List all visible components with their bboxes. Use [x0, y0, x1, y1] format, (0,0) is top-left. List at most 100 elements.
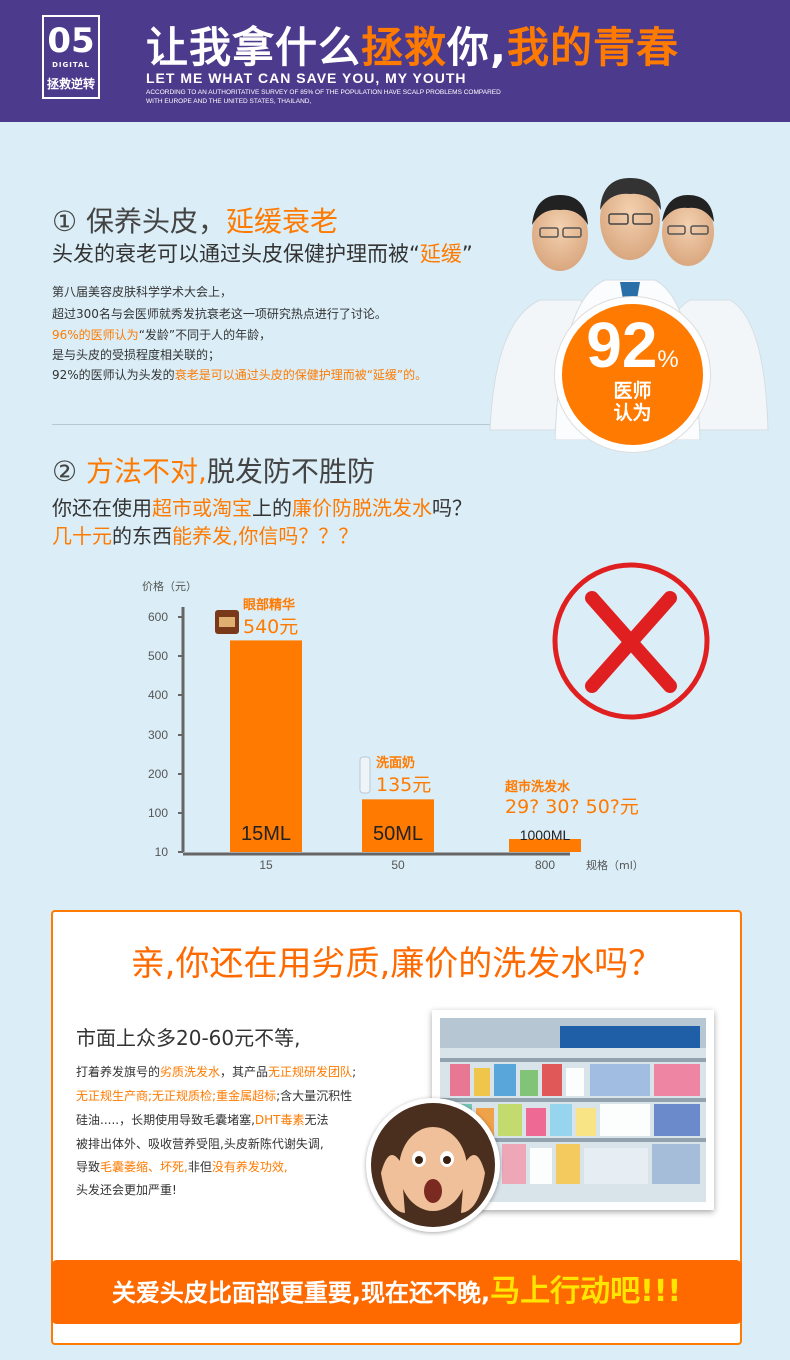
panel-l2a: 无正规生产商;无正规质检;重金属超标 [76, 1089, 277, 1103]
section2-l1c: 上的 [252, 496, 292, 520]
section1-subtitle: 头发的衰老可以通过头皮保健护理而被“延缓” [52, 238, 473, 268]
panel-line-5: 导致毛囊萎缩、坏死,非但没有养发功效, [76, 1158, 288, 1175]
section2-title-b: 方法不对, [86, 455, 207, 488]
panel-l5c: 非但 [187, 1160, 212, 1174]
chart-x-tick-label: 15 [259, 858, 273, 872]
section1-sub-b: 延缓 [419, 242, 462, 266]
section1-sub-c: ” [461, 242, 473, 266]
section1-para-5a: 92%的医师认为头发的 [52, 368, 175, 382]
section2-line-2: 几十元的东西能养发,你信吗？？？ [52, 520, 358, 549]
panel-desc: 市面上众多20-60元不等, [76, 1026, 301, 1050]
chart-x-tick-label: 50 [391, 858, 405, 872]
panel-line-1: 打着养发旗号的劣质洗发水，其产品无正规研发团队; [76, 1063, 356, 1080]
section2-l2a: 几十元 [52, 524, 112, 548]
section1-para-1: 第八届美容皮肤科学学术大会上， [52, 285, 233, 299]
panel-line-6: 头发还会更加严重! [76, 1183, 177, 1197]
panel-l5d: 没有养发功效, [211, 1160, 288, 1174]
section2-title-a: ② [52, 455, 87, 488]
chart-bar [509, 839, 581, 852]
chart-y-tick-label: 200 [148, 767, 168, 781]
section1-para-5b: 衰老是可以通过头皮的保健护理而被“延缓”的。 [174, 368, 428, 382]
panel-l2b: ;含大量沉积性 [276, 1089, 353, 1103]
panel-l3b: DHT毒素 [254, 1113, 305, 1127]
panel-l5b: 毛囊萎缩、坏死, [100, 1160, 188, 1174]
section2-l1d: 廉价防脱洗发水 [292, 496, 432, 520]
stat-label-1: 医师 [613, 380, 652, 402]
section1-para-3: 96%的医师认为“发龄”不同于人的年龄， [52, 326, 271, 343]
section1-para-3b: “发龄”不同于人的年龄， [138, 328, 272, 342]
panel-l5a: 导致 [76, 1160, 101, 1174]
chart-bar [362, 799, 434, 852]
section1-para-5: 92%的医师认为头发的衰老是可以通过头皮的保健护理而被“延缓”的。 [52, 366, 427, 383]
chart-price-label: 29? 30? 50?元 [505, 796, 639, 818]
shocked-face-image [371, 1103, 495, 1227]
logo-digital: DIGITAL [52, 61, 90, 69]
stat-circle: 92% 医师 认为 [555, 297, 710, 452]
panel-l1a: 打着养发旗号的 [76, 1065, 161, 1079]
chart-y-tick-label: 10 [155, 845, 169, 859]
section2-l2c: 能养发,你信吗？？？ [172, 524, 359, 548]
section2-l1b: 超市或淘宝 [152, 496, 252, 520]
section1-title: ① 保养头皮，延缓衰老 [52, 200, 338, 240]
cta-highlight: 马上行动吧!!! [490, 1274, 682, 1309]
chart-y-tick-label: 400 [148, 688, 168, 702]
shocked-woman-photo [366, 1098, 500, 1232]
section1-para-2: 超过300名与会医师就秀发抗衰老这一项研究热点进行了讨论。 [52, 307, 387, 321]
stat-value: 92 [586, 309, 658, 381]
header-fine-print: ACCORDING TO AN AUTHORITATIVE SURVEY OF … [146, 89, 501, 105]
call-to-action-banner[interactable]: 关爱头皮比面部更重要,现在还不晚,马上行动吧!!! [51, 1260, 742, 1324]
section2-l1a: 你还在使用 [52, 496, 152, 520]
stat-label-2: 认为 [613, 402, 652, 424]
chart-x-label: 规格（ml） [586, 858, 644, 872]
panel-l1b: 劣质洗发水 [160, 1065, 221, 1079]
chart-y-tick-label: 500 [148, 649, 168, 663]
chart-product-name: 超市洗发水 [505, 779, 571, 795]
chart-y-label: 价格（元） [142, 579, 197, 593]
chart-price-label: 135元 [376, 774, 431, 796]
panel-l3c: 无法 [304, 1113, 329, 1127]
panel-l3a: 硅油.....，长期使用导致毛囊堵塞, [76, 1113, 255, 1127]
page-title: 让我拿什么拯救你,我的青春 [146, 14, 679, 75]
section1-title-a: ① 保养头皮， [52, 205, 227, 238]
chart-price-label: 540元 [243, 616, 298, 638]
chart-y-tick-label: 600 [148, 610, 168, 624]
section1-para-4: 是与头皮的受损程度相关联的； [52, 348, 221, 362]
logo: 05 DIGITAL 拯救逆转 [42, 15, 100, 99]
chart-y-tick-label: 100 [148, 806, 168, 820]
chart-bar-label: 15ML [241, 823, 291, 845]
section2-title: ② 方法不对,脱发防不胜防 [52, 450, 375, 490]
logo-number: 05 [47, 21, 95, 61]
section1-title-b: 延缓衰老 [226, 205, 339, 238]
stat-number: 92% [562, 310, 703, 380]
section2-title-c: 脱发防不胜防 [206, 455, 375, 488]
panel-line-3: 硅油.....，长期使用导致毛囊堵塞,DHT毒素无法 [76, 1111, 329, 1128]
cta-text: 关爱头皮比面部更重要,现在还不晚, [111, 1279, 491, 1307]
cleanser-product-icon [359, 756, 371, 794]
chart-x-tick-label: 800 [535, 858, 555, 872]
panel-title: 亲,你还在用劣质,廉价的洗发水吗？ [130, 944, 663, 984]
section2-line-1: 你还在使用超市或淘宝上的廉价防脱洗发水吗？ [52, 492, 472, 521]
chart-bar-label: 50ML [373, 823, 423, 845]
chart-product-name: 洗面奶 [376, 755, 415, 771]
section2-l1e: 吗？ [432, 496, 472, 520]
stat-percent: % [657, 346, 679, 373]
section1-para-3a: 96%的医师认为 [52, 328, 139, 342]
chart-product-name: 眼部精华 [243, 597, 295, 613]
section-divider [52, 424, 494, 425]
title-part-1: 让我拿什么 [146, 23, 362, 72]
price-chart: 价格（元） 规格（ml） 600 500 400 300 200 100 10 15 15ML 50 5… [142, 579, 644, 872]
title-part-4: 我的青春 [507, 23, 680, 72]
eye-essence-label-band [219, 617, 235, 627]
chart-bar [230, 640, 302, 852]
chart-y-tick-label: 300 [148, 728, 168, 742]
panel-line-2: 无正规生产商;无正规质检;重金属超标;含大量沉积性 [76, 1087, 352, 1104]
section2-l2b: 的东西 [112, 524, 172, 548]
red-x-icon [552, 562, 710, 720]
title-part-2: 拯救 [361, 23, 448, 72]
chart-bar-label: 1000ML [520, 827, 571, 843]
panel-line-4: 被排出体外、吸收营养受阻,头皮新陈代谢失调, [76, 1137, 324, 1151]
title-part-3: 你, [447, 23, 507, 72]
page-subtitle: LET ME WHAT CAN SAVE YOU, MY YOUTH [146, 70, 467, 86]
panel-l1e: ; [352, 1065, 357, 1079]
header-banner [0, 0, 790, 122]
